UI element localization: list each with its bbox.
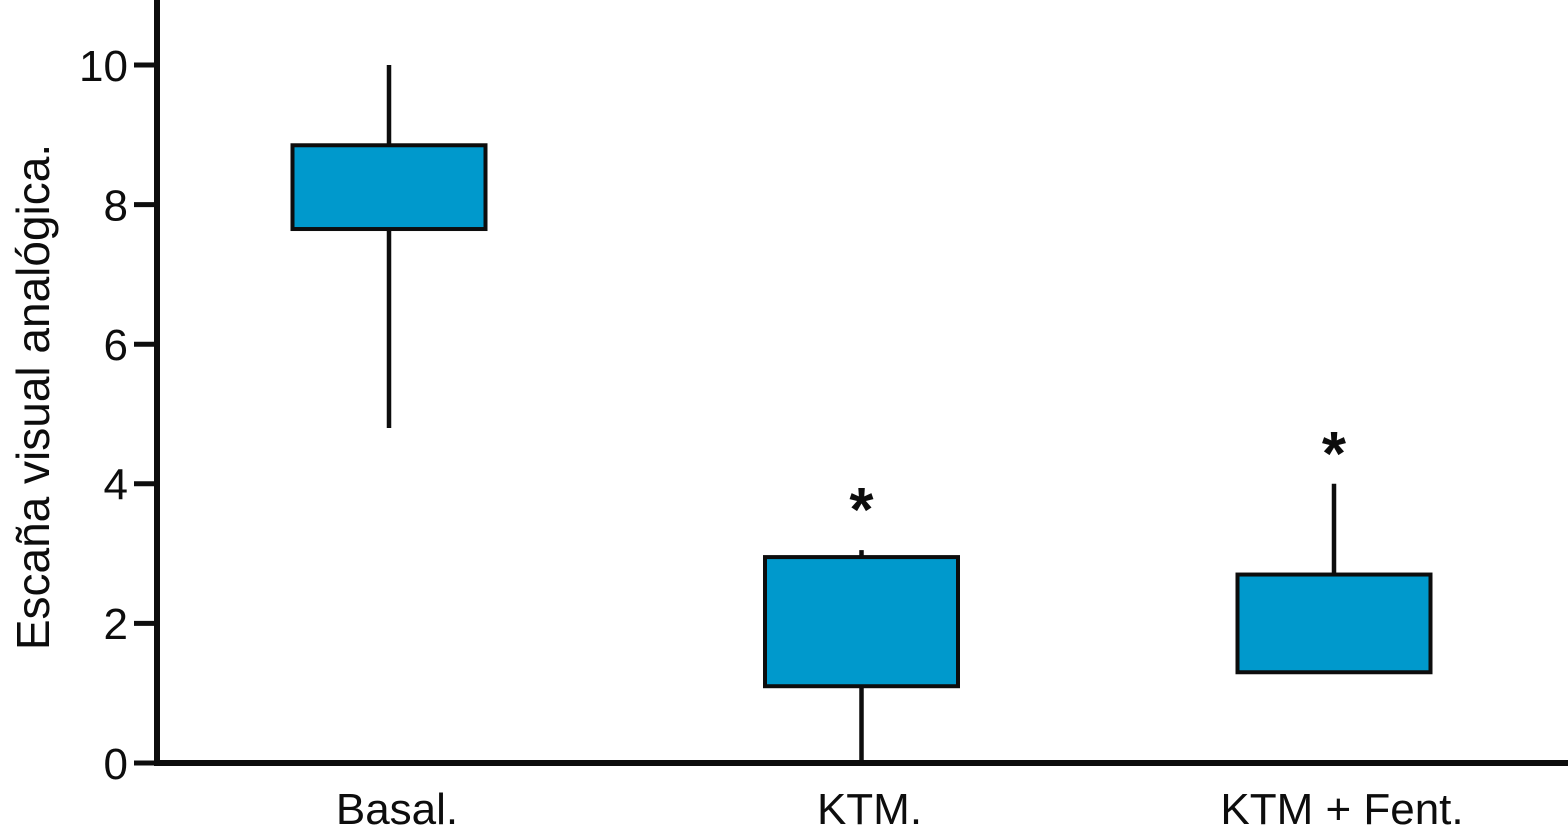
category-label-basal: Basal. [336, 785, 458, 833]
category-label-ktm: KTM. [817, 785, 922, 833]
significance-asterisk-ktm-fent: * [1322, 420, 1347, 489]
box-ktm [763, 555, 960, 689]
box-basal [290, 143, 488, 232]
y-tick-label-6: 6 [104, 321, 128, 370]
y-tick-label-0: 0 [104, 740, 128, 789]
y-tick-label-4: 4 [104, 461, 128, 510]
y-tick-label-10: 10 [79, 42, 128, 91]
y-tick-label-2: 2 [104, 600, 128, 649]
y-tick-label-8: 8 [104, 181, 128, 230]
category-label-ktm-fent: KTM + Fent. [1220, 785, 1463, 833]
significance-asterisk-ktm: * [849, 476, 874, 545]
box-ktm-fent [1235, 572, 1433, 675]
y-axis-label: Escaña visual analógica. [7, 143, 59, 651]
